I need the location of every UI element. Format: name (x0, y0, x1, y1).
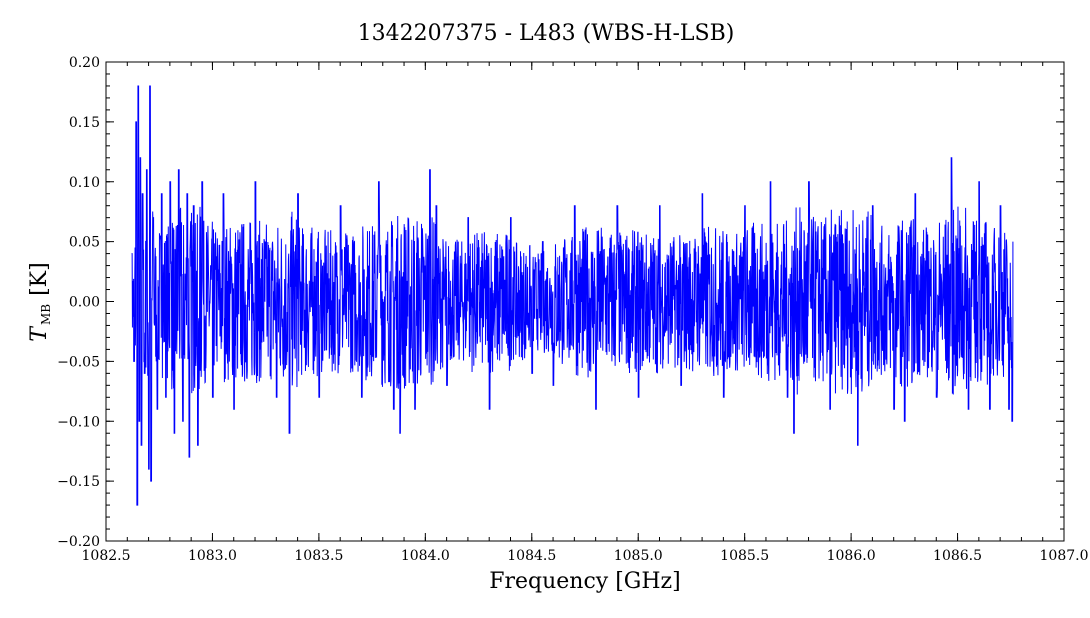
y-tick-label: 0.15 (69, 115, 100, 131)
y-tick-label: 0.10 (69, 175, 100, 191)
chart-title: 1342207375 - L483 (WBS-H-LSB) (358, 21, 735, 46)
x-tick-label: 1082.5 (82, 548, 131, 564)
spectrum-series (131, 85, 1014, 506)
y-tick-label: −0.15 (57, 474, 100, 490)
y-tick-label: 0.00 (69, 295, 100, 311)
y-tick-label: −0.10 (57, 414, 100, 430)
x-tick-label: 1083.5 (294, 548, 343, 564)
y-tick-label: −0.05 (57, 354, 100, 370)
x-axis: 1082.5 1083.0 1083.5 1084.0 1084.5 1085.0 1085… (82, 62, 1089, 564)
x-axis-label: Frequency [GHz] (489, 569, 681, 594)
y-axis-label-main: T (27, 325, 52, 342)
x-tick-label: 1086.0 (827, 548, 876, 564)
x-tick-label: 1084.0 (401, 548, 450, 564)
y-axis-label-sub: MB (39, 304, 53, 325)
x-tick-label: 1084.5 (507, 548, 556, 564)
y-tick-label: 0.05 (69, 235, 100, 251)
y-axis-label-unit: [K] (27, 262, 52, 296)
y-tick-label: −0.20 (57, 534, 100, 550)
svg-text:TMB[K]: TMB [K] (27, 262, 53, 341)
x-tick-label: 1083.0 (188, 548, 237, 564)
x-tick-label: 1085.5 (720, 548, 769, 564)
x-tick-label: 1085.0 (614, 548, 663, 564)
y-axis: −0.20 −0.15 −0.10 −0.05 0.00 0.05 0.10 0.15 0.20 (57, 55, 1064, 550)
y-tick-label: 0.20 (69, 55, 100, 71)
spectrum-line (131, 85, 1014, 506)
x-tick-label: 1086.5 (933, 548, 982, 564)
y-axis-label: TMB [K] (27, 262, 53, 341)
x-tick-label: 1087.0 (1040, 548, 1089, 564)
